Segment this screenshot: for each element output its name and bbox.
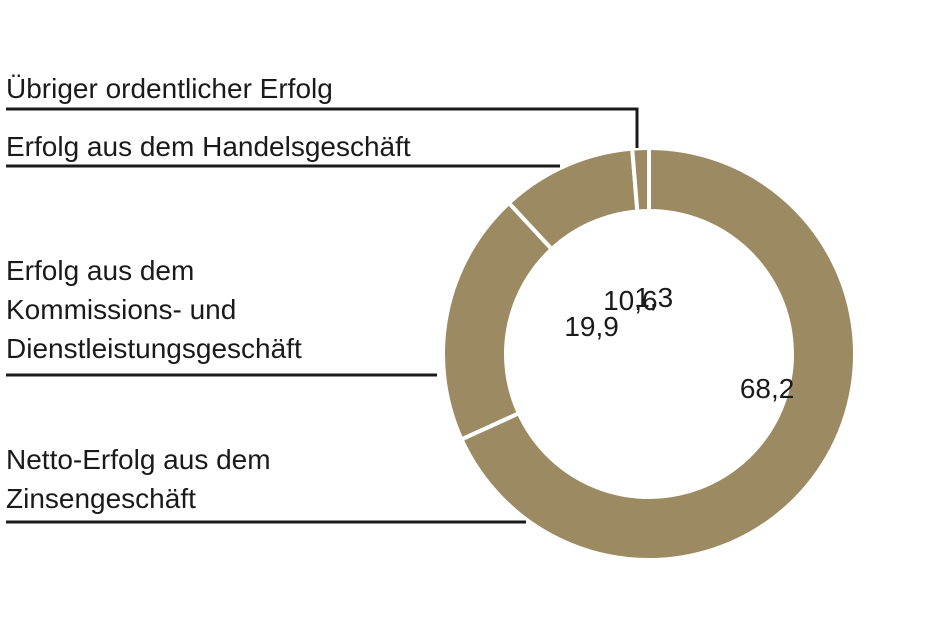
slice-value-label-1: 68,2 [740,373,795,404]
donut-slice-2 [441,200,555,443]
slice-value-label-3: 10,6 [603,285,658,316]
donut-slice-1 [458,145,857,562]
slice-value-label-4: 1,3 [634,282,673,313]
slice-value-labels: 68,2 19,910,61,3 [564,282,794,404]
label-kommission-line-3: Dienstleistungsgeschäft [6,333,302,364]
label-kommission-line-2: Kommissions- und [6,294,236,325]
donut-slices [441,145,857,562]
label-uebriger-ordentlicher-erfolg: Übriger ordentlicher Erfolg [6,73,333,104]
donut-slice-4 [630,145,651,214]
label-zins-line-2: Zinsengeschäft [6,483,196,514]
label-erfolg-handelsgeschaeft: Erfolg aus dem Handelsgeschäft [6,131,411,162]
leader-line-uebriger [6,107,639,148]
label-kommission-line-1: Erfolg aus dem [6,255,194,286]
label-zins-line-1: Netto-Erfolg aus dem [6,444,271,475]
slice-value-label-2: 19,9 [564,311,619,342]
